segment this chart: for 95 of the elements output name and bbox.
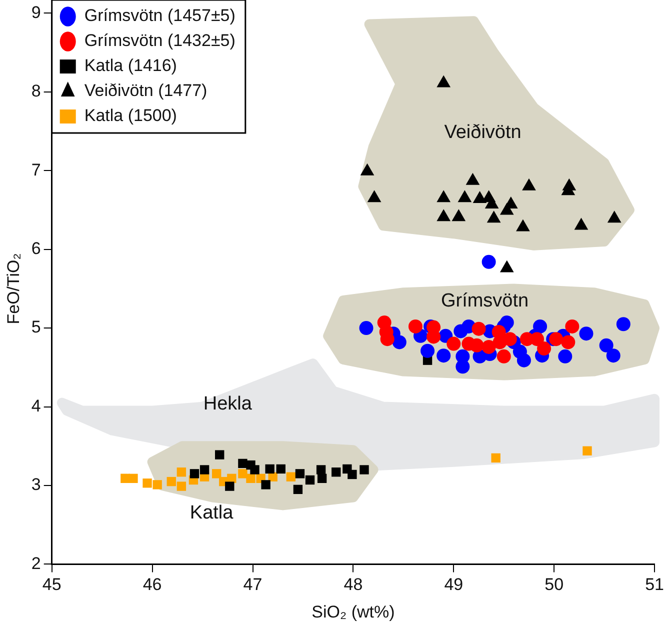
y-tick-label: 2 xyxy=(31,554,41,573)
point xyxy=(166,476,176,486)
point xyxy=(470,338,484,352)
point xyxy=(152,480,162,490)
annotation: Grímsvötn xyxy=(440,290,529,312)
point xyxy=(456,349,470,364)
point xyxy=(436,75,451,88)
point xyxy=(426,330,441,344)
point xyxy=(317,474,327,483)
x-tick-label: 46 xyxy=(142,575,162,594)
point xyxy=(238,469,248,478)
point xyxy=(408,319,422,334)
y-tick-label: 3 xyxy=(31,475,41,494)
point xyxy=(516,219,530,232)
point xyxy=(436,190,451,202)
x-tick-label: 47 xyxy=(243,575,262,594)
legend-label: Grímsvötn (1432±5) xyxy=(84,31,236,50)
y-tick-label: 6 xyxy=(31,239,41,258)
x-tick-label: 51 xyxy=(645,575,664,594)
point xyxy=(616,317,630,332)
annotation: Katla xyxy=(190,502,234,524)
point xyxy=(286,472,296,482)
point xyxy=(128,474,138,483)
y-tick-label: 5 xyxy=(31,318,41,337)
point xyxy=(367,190,382,202)
point xyxy=(579,326,594,341)
point xyxy=(458,190,472,202)
point xyxy=(607,210,622,223)
point xyxy=(348,470,357,480)
point xyxy=(293,484,303,494)
point xyxy=(200,465,210,474)
point xyxy=(491,453,500,463)
point xyxy=(190,469,200,478)
annotation: Hekla xyxy=(203,394,252,415)
point xyxy=(472,322,486,336)
legend-label: Katla (1416) xyxy=(84,56,177,76)
point xyxy=(246,474,256,483)
point xyxy=(265,464,274,474)
annotation: Veiðivötn xyxy=(444,122,522,144)
point xyxy=(212,469,222,478)
point xyxy=(446,336,461,351)
point xyxy=(215,450,224,460)
point xyxy=(472,190,487,203)
point xyxy=(565,319,580,334)
legend-label: Katla (1500) xyxy=(84,106,177,126)
point xyxy=(561,335,576,350)
point xyxy=(305,475,315,485)
point xyxy=(512,344,527,359)
point xyxy=(316,465,326,474)
x-axis-title: SiO₂ (wt%) xyxy=(312,602,395,622)
point xyxy=(582,446,592,456)
x-tick-label: 50 xyxy=(544,575,564,594)
point xyxy=(436,209,451,222)
point xyxy=(496,349,511,364)
point xyxy=(599,338,614,352)
point xyxy=(295,469,305,478)
point xyxy=(482,254,496,269)
x-tick-label: 48 xyxy=(344,575,363,594)
point xyxy=(486,210,501,223)
point xyxy=(606,348,620,363)
y-tick-label: 7 xyxy=(31,160,41,180)
point xyxy=(482,340,496,354)
point xyxy=(359,321,374,336)
point xyxy=(261,480,270,490)
point xyxy=(537,342,552,356)
y-tick-label: 9 xyxy=(31,2,41,22)
point xyxy=(500,202,514,215)
point xyxy=(452,209,466,222)
y-axis-title: FeO/TiO₂ xyxy=(4,253,23,324)
legend-label: Grímsvötn (1457±5) xyxy=(84,6,236,26)
point xyxy=(500,260,514,272)
y-tick-label: 4 xyxy=(31,396,41,416)
point xyxy=(360,465,369,474)
y-tick-label: 8 xyxy=(31,82,41,101)
point xyxy=(500,316,514,330)
point xyxy=(549,332,564,346)
point xyxy=(502,332,517,346)
point xyxy=(522,178,536,190)
point xyxy=(142,478,152,488)
point xyxy=(225,482,234,491)
point xyxy=(530,332,544,346)
point xyxy=(360,163,374,176)
point xyxy=(420,344,435,358)
point xyxy=(250,465,260,474)
point xyxy=(574,218,588,230)
point xyxy=(176,468,186,477)
point xyxy=(176,482,186,491)
point xyxy=(276,464,286,474)
legend-label: Veiðivötn (1477) xyxy=(84,81,208,100)
point xyxy=(558,349,572,364)
point xyxy=(436,348,451,363)
x-tick-label: 45 xyxy=(42,575,62,594)
point xyxy=(332,468,341,477)
x-tick-label: 49 xyxy=(444,575,464,594)
point xyxy=(466,172,480,185)
